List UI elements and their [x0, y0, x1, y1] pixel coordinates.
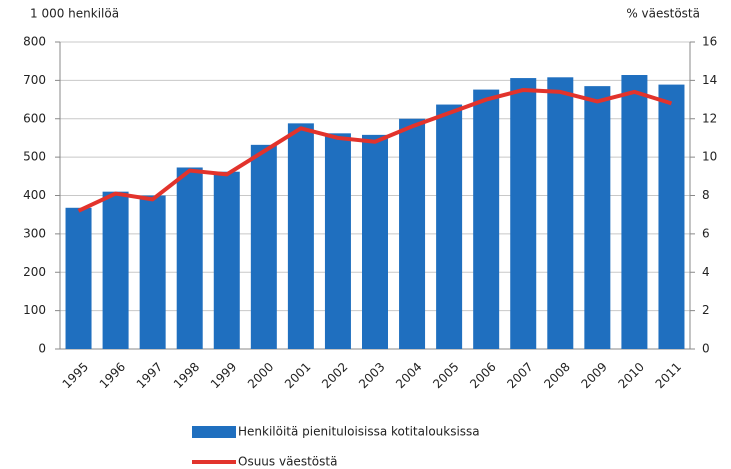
y-tick-label: 500 [23, 150, 46, 164]
bar [473, 89, 500, 350]
y2-axis-label: % väestöstä [626, 7, 700, 21]
bar [176, 167, 203, 349]
y2-tick-label: 6 [702, 226, 710, 240]
x-tick-label: 1997 [134, 360, 165, 391]
bar [65, 207, 92, 349]
bar [287, 123, 314, 349]
y2-tick-label: 2 [702, 303, 710, 317]
y2-tick-label: 8 [702, 188, 710, 202]
y-tick-label: 800 [23, 35, 46, 49]
bar [547, 77, 574, 350]
bar [250, 144, 277, 349]
bar [584, 86, 611, 349]
x-tick-label: 1995 [60, 360, 91, 391]
legend-swatch [192, 426, 236, 438]
bar [102, 191, 129, 349]
x-tick-label: 2008 [541, 360, 572, 391]
bar [139, 195, 166, 349]
x-tick-label: 2009 [578, 360, 609, 391]
y-tick-label: 200 [23, 265, 46, 279]
y-axis-label: 1 000 henkilöä [30, 7, 119, 21]
x-tick-label: 1999 [208, 360, 239, 391]
x-tick-label: 2007 [504, 360, 535, 391]
y2-tick-label: 0 [702, 342, 710, 356]
bar [362, 134, 388, 349]
x-tick-label: 2000 [245, 360, 276, 391]
bar [324, 133, 351, 349]
y-tick-label: 300 [23, 226, 46, 240]
x-tick-label: 2005 [430, 360, 461, 391]
x-tick-label: 2003 [356, 360, 387, 391]
y2-tick-label: 12 [702, 111, 717, 125]
legend-label: Henkilöitä pienituloisissa kotitalouksis… [238, 425, 480, 439]
bar [436, 104, 463, 350]
bar [658, 84, 685, 349]
bar [213, 171, 240, 349]
bar [399, 118, 426, 349]
x-tick-label: 1998 [171, 360, 202, 391]
y2-tick-label: 4 [702, 265, 710, 279]
x-tick-label: 2004 [393, 360, 424, 391]
y2-tick-label: 10 [702, 150, 717, 164]
bar [621, 75, 648, 349]
line [77, 87, 673, 213]
y2-tick-label: 16 [702, 35, 717, 49]
y-tick-label: 600 [23, 111, 46, 125]
x-tick-label: 2010 [616, 360, 647, 391]
x-tick-label: 1996 [97, 360, 128, 391]
y-tick-label: 700 [23, 73, 46, 87]
y2-tick-label: 14 [702, 73, 717, 87]
x-tick-label: 2002 [319, 360, 350, 391]
bar [510, 78, 537, 349]
x-tick-label: 2011 [653, 360, 684, 391]
x-tick-label: 2001 [282, 360, 313, 391]
legend-label: Osuus väestöstä [238, 455, 337, 469]
y-tick-label: 0 [38, 342, 46, 356]
y-tick-label: 100 [23, 303, 46, 317]
x-tick-label: 2006 [467, 360, 498, 391]
y-tick-label: 400 [23, 188, 46, 202]
